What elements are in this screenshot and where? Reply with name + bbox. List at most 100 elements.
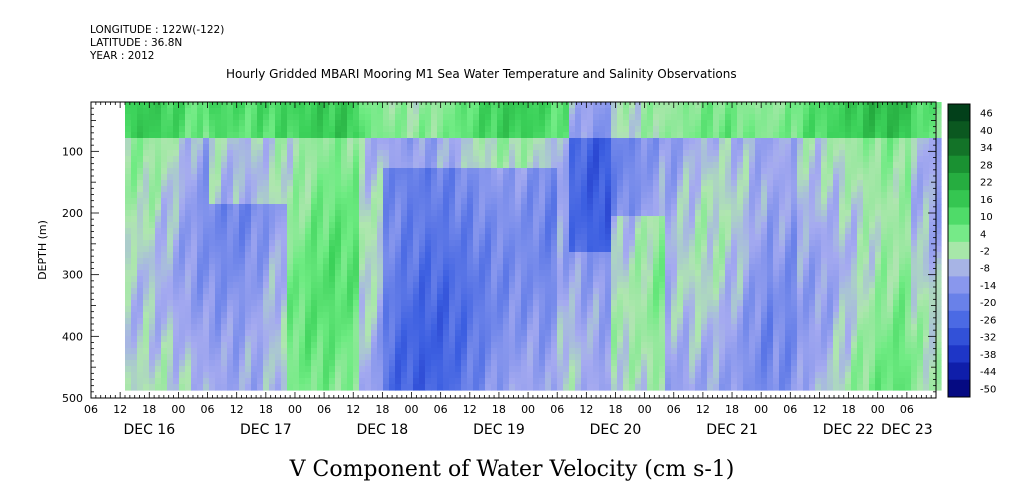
heatmap-cell [419, 276, 426, 283]
heatmap-cell [497, 210, 504, 217]
heatmap-cell [275, 108, 282, 115]
heatmap-cell [629, 294, 636, 301]
heatmap-cell [263, 240, 270, 247]
heatmap-cell [665, 222, 672, 229]
heatmap-cell [269, 354, 276, 361]
heatmap-cell [263, 198, 270, 205]
heatmap-cell [713, 348, 720, 355]
heatmap-cell [431, 186, 438, 193]
heatmap-cell [611, 120, 618, 127]
heatmap-cell [191, 156, 198, 163]
heatmap-cell [659, 132, 666, 139]
heatmap-cell [653, 216, 660, 223]
heatmap-cell [665, 168, 672, 175]
heatmap-cell [677, 216, 684, 223]
heatmap-cell [419, 312, 426, 319]
heatmap-cell [701, 288, 708, 295]
heatmap-cell [575, 102, 582, 109]
heatmap-cell [467, 234, 474, 241]
heatmap-cell [149, 384, 156, 391]
heatmap-cell [311, 312, 318, 319]
heatmap-cell [737, 318, 744, 325]
heatmap-cell [653, 192, 660, 199]
heatmap-cell [401, 264, 408, 271]
heatmap-cell [329, 348, 336, 355]
heatmap-cell [377, 132, 384, 139]
heatmap-cell [323, 300, 330, 307]
heatmap-cell [449, 324, 456, 331]
heatmap-cell [257, 276, 264, 283]
heatmap-cell [671, 132, 678, 139]
heatmap-cell [209, 144, 216, 151]
heatmap-cell [671, 342, 678, 349]
heatmap-cell [149, 186, 156, 193]
heatmap-cell [209, 324, 216, 331]
heatmap-cell [395, 258, 402, 265]
heatmap-cell [491, 264, 498, 271]
heatmap-cell [527, 300, 534, 307]
heatmap-cell [209, 270, 216, 277]
heatmap-cell [359, 366, 366, 373]
heatmap-cell [509, 378, 516, 385]
heatmap-cell [275, 138, 282, 145]
heatmap-cell [455, 252, 462, 259]
heatmap-cell [371, 228, 378, 235]
heatmap-cell [311, 198, 318, 205]
heatmap-cell [335, 114, 342, 121]
heatmap-cell [383, 162, 390, 169]
heatmap-cell [515, 114, 522, 121]
heatmap-cell [551, 372, 558, 379]
heatmap-cell [155, 270, 162, 277]
heatmap-cell [701, 240, 708, 247]
heatmap-cell [203, 372, 210, 379]
heatmap-cell [281, 234, 288, 241]
heatmap-cell [629, 162, 636, 169]
heatmap-cell [329, 342, 336, 349]
heatmap-cell [227, 180, 234, 187]
heatmap-cell [299, 192, 306, 199]
heatmap-cell [347, 174, 354, 181]
heatmap-cell [299, 318, 306, 325]
heatmap-cell [365, 150, 372, 157]
heatmap-cell [167, 240, 174, 247]
heatmap-cell [617, 108, 624, 115]
heatmap-cell [131, 336, 138, 343]
heatmap-cell [485, 204, 492, 211]
heatmap-cell [455, 216, 462, 223]
heatmap-cell [647, 168, 654, 175]
heatmap-cell [659, 282, 666, 289]
heatmap-cell [719, 234, 726, 241]
heatmap-cell [311, 102, 318, 109]
heatmap-cell [515, 366, 522, 373]
heatmap-cell [239, 294, 246, 301]
heatmap-cell [539, 102, 546, 109]
heatmap-cell [437, 342, 444, 349]
heatmap-cell [653, 222, 660, 229]
heatmap-cell [413, 240, 420, 247]
heatmap-cell [329, 354, 336, 361]
heatmap-cell [317, 372, 324, 379]
heatmap-cell [221, 186, 228, 193]
heatmap-cell [245, 162, 252, 169]
heatmap-cell [551, 114, 558, 121]
heatmap-cell [473, 354, 480, 361]
heatmap-cell [557, 264, 564, 271]
heatmap-cell [155, 162, 162, 169]
heatmap-cell [653, 342, 660, 349]
heatmap-cell [479, 144, 486, 151]
heatmap-cell [545, 366, 552, 373]
heatmap-cell [683, 186, 690, 193]
heatmap-cell [689, 156, 696, 163]
heatmap-cell [395, 348, 402, 355]
heatmap-cell [713, 246, 720, 253]
heatmap-cell [437, 192, 444, 199]
heatmap-cell [311, 222, 318, 229]
heatmap-cell [203, 228, 210, 235]
heatmap-cell [431, 276, 438, 283]
heatmap-cell [641, 240, 648, 247]
heatmap-cell [527, 246, 534, 253]
heatmap-cell [167, 156, 174, 163]
heatmap-cell [485, 120, 492, 127]
heatmap-cell [431, 270, 438, 277]
heatmap-cell [539, 312, 546, 319]
